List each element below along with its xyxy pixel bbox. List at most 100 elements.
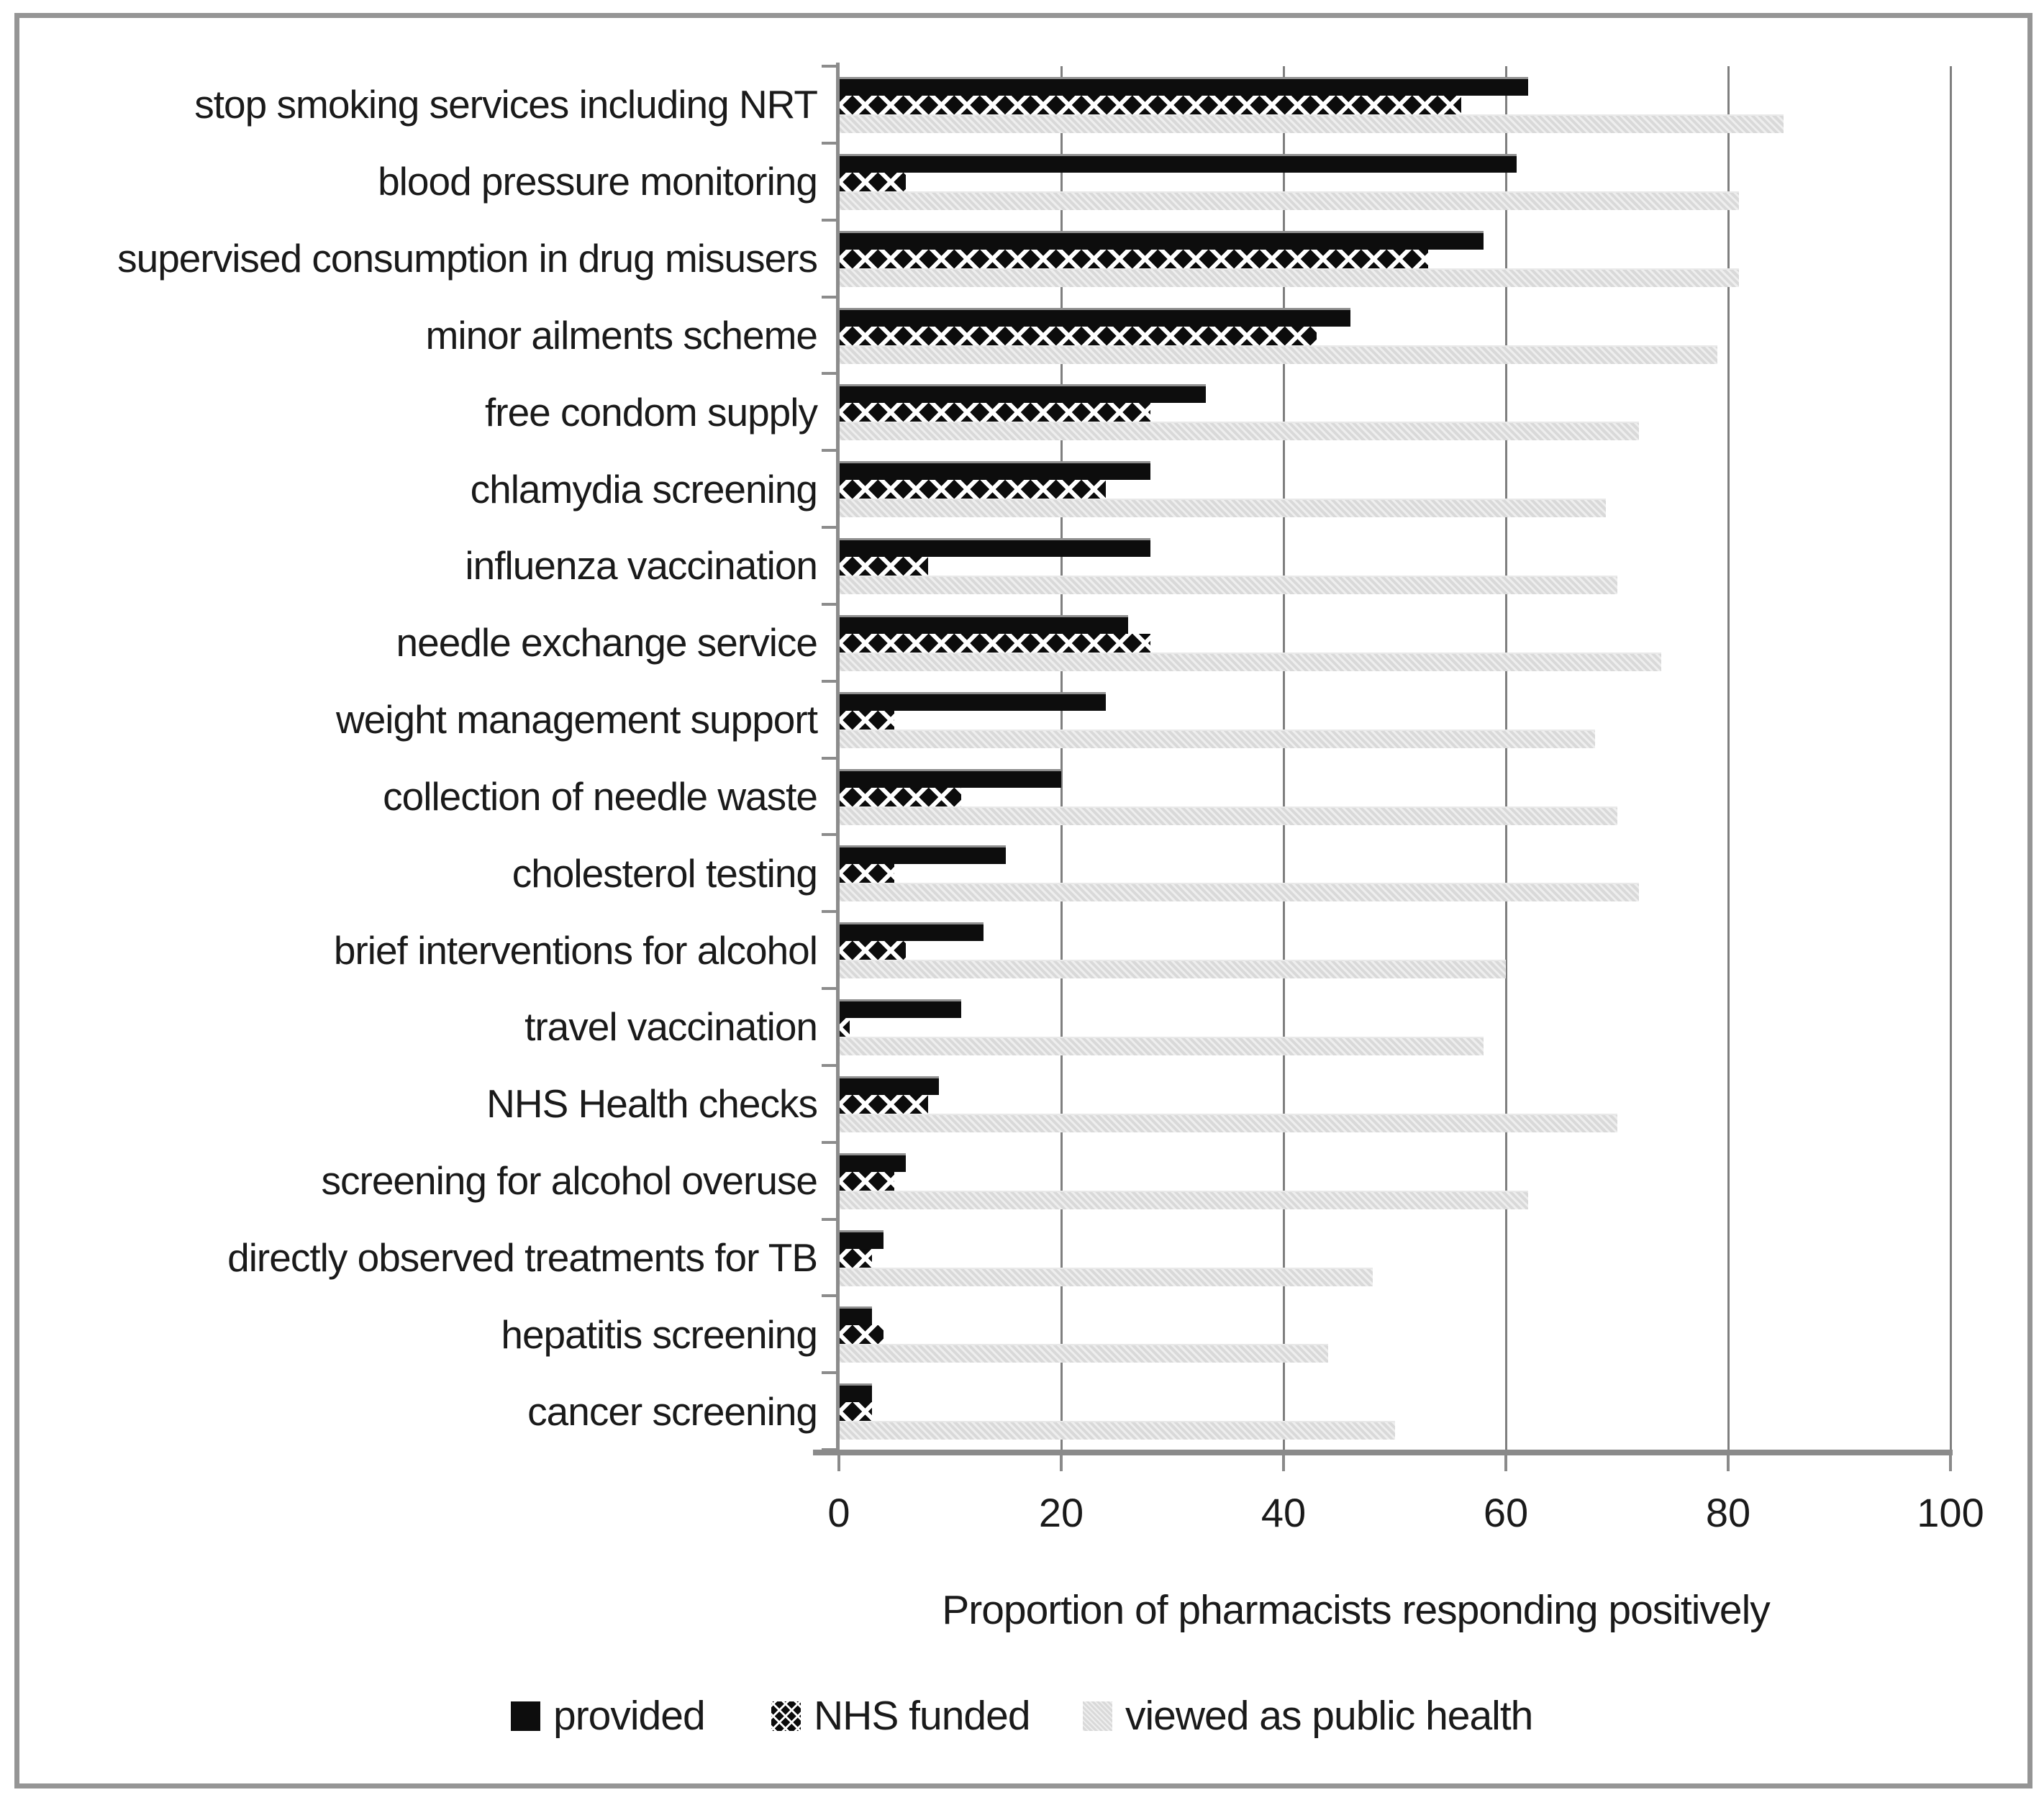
- bar-provided: [839, 922, 984, 942]
- y-axis-tick: [822, 295, 837, 299]
- y-axis-tick: [822, 987, 837, 990]
- x-axis-title: Proportion of pharmacists responding pos…: [942, 1587, 1771, 1633]
- legend-label: viewed as public health: [1125, 1693, 1533, 1739]
- bar-nhs-funded: [839, 633, 1150, 653]
- bar-provided: [839, 1153, 906, 1172]
- bar-public-health: [839, 1267, 1373, 1286]
- bar-public-health: [839, 960, 1506, 979]
- bar-nhs-funded: [839, 1171, 895, 1191]
- y-axis-tick: [822, 372, 837, 376]
- category-label: supervised consumption in drug misusers: [117, 236, 818, 281]
- gridline-20: [1060, 66, 1063, 1450]
- x-axis-tick: [1727, 1450, 1730, 1471]
- category-label: travel vaccination: [524, 1004, 818, 1050]
- bar-provided: [839, 1229, 884, 1249]
- category-label: cholesterol testing: [512, 850, 818, 896]
- bar-provided: [839, 614, 1128, 634]
- bar-nhs-funded: [839, 941, 906, 960]
- y-axis-tick: [822, 1371, 837, 1375]
- bar-nhs-funded: [839, 557, 928, 576]
- gridline-40: [1282, 66, 1285, 1450]
- category-label: collection of needle waste: [383, 773, 818, 819]
- bar-nhs-funded: [839, 787, 961, 806]
- x-tick-label: 60: [1483, 1490, 1529, 1535]
- y-axis-tick: [822, 526, 837, 529]
- bar-nhs-funded: [839, 710, 895, 729]
- category-label: blood pressure monitoring: [378, 159, 818, 204]
- bar-provided: [839, 153, 1517, 173]
- category-label: weight management support: [335, 697, 818, 742]
- category-label: chlamydia screening: [470, 466, 818, 512]
- bar-public-health: [839, 729, 1595, 748]
- bar-public-health: [839, 499, 1607, 518]
- bar-nhs-funded: [839, 172, 906, 191]
- bar-nhs-funded: [839, 403, 1150, 422]
- bar-nhs-funded: [839, 1094, 928, 1114]
- legend-item-provided: provided: [511, 1692, 706, 1740]
- bar-provided: [839, 1306, 873, 1326]
- bar-nhs-funded: [839, 96, 1462, 114]
- bar-public-health: [839, 191, 1740, 210]
- y-axis-tick: [822, 218, 837, 222]
- y-axis-tick: [822, 1063, 837, 1067]
- bar-nhs-funded: [839, 326, 1317, 345]
- bar-provided: [839, 461, 1150, 481]
- x-axis-tick: [1282, 1450, 1285, 1471]
- y-axis-tick: [822, 1294, 837, 1298]
- bar-provided: [839, 307, 1350, 327]
- legend-label: provided: [553, 1693, 706, 1739]
- bar-provided: [839, 538, 1150, 557]
- x-tick-label: 0: [827, 1490, 850, 1535]
- x-axis-tick: [1949, 1450, 1952, 1471]
- y-axis-tick: [822, 756, 837, 760]
- bar-provided: [839, 999, 961, 1018]
- category-label: NHS Health checks: [486, 1081, 818, 1127]
- bar-nhs-funded: [839, 249, 1428, 268]
- bar-nhs-funded: [839, 480, 1106, 499]
- x-axis-line: [813, 1450, 1953, 1455]
- y-axis-tick: [822, 1217, 837, 1221]
- gridline-100: [1949, 66, 1952, 1450]
- bar-public-health: [839, 1344, 1328, 1363]
- bar-public-health: [839, 345, 1717, 364]
- category-label: needle exchange service: [396, 620, 818, 665]
- black-square-icon: [511, 1701, 540, 1731]
- x-tick-label: 20: [1038, 1490, 1084, 1535]
- y-axis-tick: [822, 910, 837, 914]
- bar-nhs-funded: [839, 864, 895, 883]
- bar-provided: [839, 230, 1484, 250]
- bar-provided: [839, 1076, 940, 1095]
- bar-provided: [839, 1383, 873, 1403]
- category-label: directly observed treatments for TB: [227, 1235, 818, 1280]
- x-axis-tick: [1504, 1450, 1507, 1471]
- bar-public-health: [839, 1190, 1528, 1209]
- category-label: brief interventions for alcohol: [333, 927, 818, 973]
- legend-label: NHS funded: [814, 1693, 1031, 1739]
- y-axis-tick: [822, 449, 837, 453]
- x-tick-label: 40: [1261, 1490, 1307, 1535]
- bar-public-health: [839, 1113, 1617, 1132]
- bar-public-health: [839, 806, 1617, 825]
- y-axis-tick: [822, 602, 837, 606]
- bar-public-health: [839, 1037, 1484, 1055]
- bar-nhs-funded: [839, 1248, 873, 1268]
- bar-provided: [839, 384, 1206, 404]
- category-label: free condom supply: [485, 389, 818, 435]
- category-label: minor ailments scheme: [425, 312, 818, 358]
- category-label: cancer screening: [527, 1388, 818, 1434]
- y-axis-tick: [822, 65, 837, 68]
- bar-provided: [839, 77, 1528, 96]
- gridline-80: [1727, 66, 1730, 1450]
- y-axis-tick: [822, 679, 837, 683]
- bar-nhs-funded: [839, 1325, 884, 1345]
- bar-provided: [839, 691, 1106, 711]
- gridline-60: [1504, 66, 1507, 1450]
- legend-item-nhs-funded: NHS funded: [771, 1692, 1031, 1740]
- bar-public-health: [839, 652, 1662, 671]
- crosshatch-square-icon: [771, 1701, 801, 1731]
- legend-item-public-health: viewed as public health: [1083, 1692, 1533, 1740]
- category-label: screening for alcohol overuse: [321, 1158, 818, 1204]
